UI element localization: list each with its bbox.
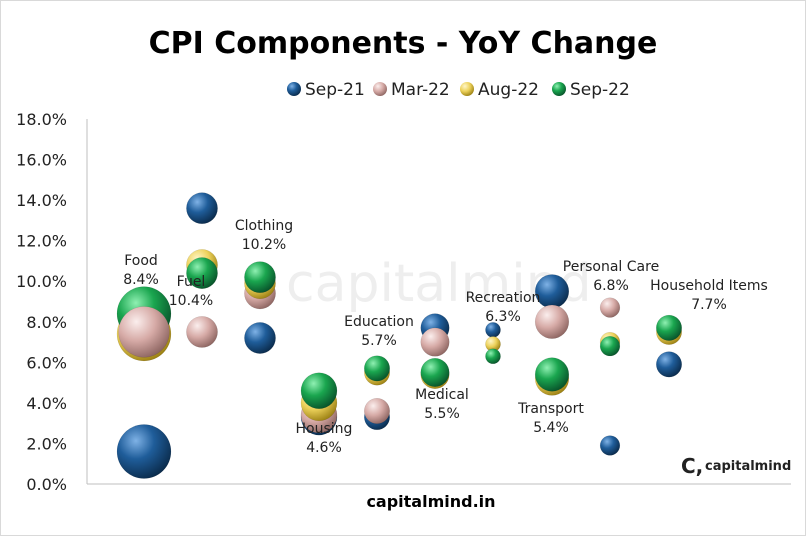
bubble-point [244, 261, 276, 294]
bubble-point [118, 306, 170, 358]
legend: Sep-21 Mar-22 Aug-22 Sep-22 [287, 80, 630, 100]
bubble-point [186, 257, 218, 289]
bubble-point [244, 322, 276, 354]
bubble-point [599, 435, 621, 456]
y-tick-label: 18.0% [16, 110, 67, 129]
brand-mark-icon: C, [681, 454, 703, 478]
bubble-point [420, 357, 450, 387]
category-value: 6.8% [593, 278, 629, 294]
legend-entry: Sep-22 [570, 80, 630, 100]
legend-entry: Aug-22 [478, 80, 539, 100]
bubble-point [116, 424, 172, 479]
category-name: Fuel [177, 274, 206, 290]
legend-marker [552, 82, 566, 96]
category-name: Household Items [650, 278, 768, 294]
brand-logo: C, capitalmind [681, 454, 791, 478]
y-tick-label: 0.0% [26, 475, 67, 494]
bubble-point [364, 355, 390, 382]
category-value: 5.5% [424, 406, 460, 422]
bubble-point [599, 336, 621, 357]
y-tick-label: 12.0% [16, 232, 67, 251]
category-name: Personal Care [563, 259, 659, 275]
bubble-point [300, 372, 338, 409]
bubble-point [599, 297, 621, 318]
brand-text: capitalmind [705, 459, 791, 474]
y-tick-labels: 0.0% 2.0% 4.0% 6.0% 8.0% 10.0% 12.0% 14.0% 16.0%… [16, 110, 67, 494]
bubble-point [534, 304, 570, 339]
category-labels: Food 8.4% Fuel 10.4% Clothing 10.2% Housing 4.6… [123, 218, 768, 456]
axes [86, 119, 791, 485]
category-name: Medical [415, 387, 469, 403]
y-tick-label: 8.0% [26, 313, 67, 332]
y-tick-label: 16.0% [16, 151, 67, 170]
category-name: Transport [517, 401, 584, 417]
bubble-point [364, 398, 390, 424]
category-name: Clothing [235, 218, 293, 234]
category-value: 5.4% [533, 420, 569, 436]
category-value: 10.2% [242, 237, 286, 253]
category-value: 6.3% [485, 309, 521, 325]
bubble-point [534, 357, 570, 392]
y-tick-label: 10.0% [16, 272, 67, 291]
category-name: Education [344, 314, 414, 330]
category-value: 7.7% [691, 297, 727, 313]
category-value: 10.4% [169, 293, 213, 309]
category-value: 5.7% [361, 333, 397, 349]
chart-title: CPI Components - YoY Change [149, 26, 658, 61]
y-tick-label: 6.0% [26, 353, 67, 372]
bubble-point [656, 351, 682, 378]
category-name: Housing [296, 421, 353, 437]
category-name: Recreation [466, 290, 541, 306]
legend-marker [373, 82, 387, 96]
legend-marker [287, 82, 301, 96]
bubble-point [656, 314, 682, 341]
category-value: 8.4% [123, 272, 159, 288]
y-tick-label: 2.0% [26, 434, 67, 453]
y-tick-label: 4.0% [26, 394, 67, 413]
category-value: 4.6% [306, 440, 342, 456]
bubble-point [485, 348, 501, 365]
legend-marker [460, 82, 474, 96]
bubble-point [186, 316, 218, 348]
bubbles [116, 192, 682, 479]
y-tick-label: 14.0% [16, 191, 67, 210]
bubble-point [420, 327, 450, 357]
legend-entry: Sep-21 [305, 80, 365, 100]
category-name: Food [124, 253, 158, 269]
bubble-point [186, 192, 218, 225]
x-axis-label: capitalmind.in [366, 492, 495, 511]
legend-entry: Mar-22 [391, 80, 450, 100]
